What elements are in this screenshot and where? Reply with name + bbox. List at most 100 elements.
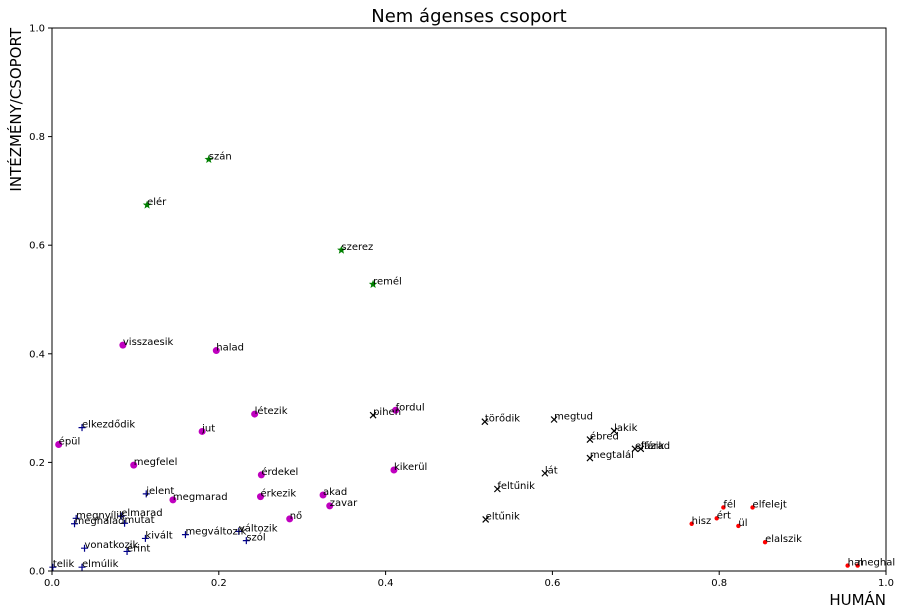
data-point bbox=[71, 520, 79, 528]
point-label: fordul bbox=[396, 402, 425, 413]
point-label: meghal bbox=[858, 558, 896, 569]
point-label: lakik bbox=[614, 423, 637, 434]
point-label: elfelejt bbox=[753, 499, 787, 510]
data-point bbox=[631, 445, 639, 453]
data-points bbox=[49, 154, 860, 571]
data-point bbox=[78, 563, 86, 571]
data-point bbox=[750, 505, 755, 510]
y-tick-label: 0.0 bbox=[29, 567, 45, 578]
y-tick-label: 0.8 bbox=[29, 132, 45, 143]
data-point bbox=[482, 515, 490, 523]
point-label: szerez bbox=[341, 242, 373, 253]
point-label: törődik bbox=[485, 413, 520, 425]
point-label: elalszik bbox=[765, 534, 802, 545]
point-label: jut bbox=[201, 423, 215, 434]
data-point bbox=[257, 493, 264, 501]
point-label: elmúlik bbox=[82, 558, 119, 570]
x-tick-label: 0.6 bbox=[544, 578, 560, 589]
point-label: szán bbox=[209, 150, 232, 162]
point-label: telik bbox=[53, 559, 75, 570]
point-label: akad bbox=[323, 487, 347, 498]
data-point bbox=[242, 537, 250, 545]
point-label: ül bbox=[738, 518, 747, 529]
point-label: visszaesik bbox=[123, 337, 174, 348]
data-point bbox=[337, 245, 346, 254]
y-tick-label: 0.4 bbox=[29, 349, 45, 360]
data-point bbox=[586, 454, 594, 462]
data-point bbox=[637, 445, 645, 453]
data-point bbox=[390, 466, 398, 474]
data-point bbox=[326, 502, 334, 510]
point-label: meghalad bbox=[75, 516, 125, 527]
y-tick-label: 0.2 bbox=[29, 458, 45, 469]
data-point bbox=[286, 515, 294, 523]
data-point bbox=[142, 200, 152, 209]
data-point bbox=[212, 347, 220, 355]
data-point bbox=[49, 563, 57, 571]
data-point bbox=[142, 490, 150, 498]
data-point bbox=[81, 544, 89, 552]
point-label: megtalál bbox=[590, 449, 634, 461]
data-point bbox=[550, 416, 558, 423]
data-point bbox=[762, 540, 768, 545]
chart-title: Nem ágenses csoport bbox=[371, 6, 566, 27]
point-label: épül bbox=[59, 435, 81, 447]
data-point bbox=[721, 505, 726, 510]
point-label: zavar bbox=[330, 498, 358, 509]
point-label: változik bbox=[239, 522, 278, 534]
point-label: megnyílik bbox=[76, 509, 125, 521]
point-label: jelent bbox=[145, 486, 174, 497]
point-label: érkezik bbox=[261, 488, 297, 500]
data-point bbox=[736, 523, 741, 529]
y-tick-label: 0.6 bbox=[29, 241, 45, 252]
point-label: megtud bbox=[554, 412, 593, 423]
y-tick-label: 1.0 bbox=[29, 24, 45, 35]
data-point bbox=[392, 406, 400, 414]
point-label: hisz bbox=[692, 516, 712, 527]
point-labels: szán elér szerez remél visszaesik halad létezi… bbox=[53, 150, 895, 570]
data-point bbox=[368, 279, 378, 288]
point-label: létezik bbox=[255, 405, 288, 417]
axis-ticks: 0.0 0.2 0.4 0.6 0.8 1.0 0.0 0.2 0.4 0.6 0.8 1.0 bbox=[29, 24, 894, 590]
point-label: megfelel bbox=[134, 457, 178, 468]
data-point bbox=[198, 427, 206, 435]
point-label: elmarad bbox=[121, 508, 162, 519]
point-label: mutat bbox=[125, 515, 155, 526]
x-axis-label: HUMÁN bbox=[829, 590, 886, 609]
x-tick-label: 1.0 bbox=[878, 578, 894, 589]
data-point bbox=[123, 547, 131, 555]
x-tick-label: 0.2 bbox=[211, 578, 227, 589]
x-tick-label: 0.8 bbox=[711, 578, 727, 589]
data-point bbox=[55, 440, 63, 448]
point-label: fázik bbox=[641, 440, 665, 452]
data-point bbox=[481, 418, 489, 426]
point-label: hal bbox=[848, 558, 863, 569]
point-label: elfárad bbox=[635, 440, 670, 452]
data-point bbox=[257, 471, 265, 479]
data-point bbox=[541, 469, 549, 477]
point-label: elér bbox=[147, 196, 167, 208]
data-point bbox=[689, 521, 694, 526]
point-label: nő bbox=[290, 510, 302, 522]
point-label: fél bbox=[723, 498, 735, 510]
point-label: pihen bbox=[373, 407, 401, 418]
point-label: kivált bbox=[145, 529, 172, 541]
x-tick-label: 0.4 bbox=[378, 578, 394, 589]
data-point bbox=[251, 410, 259, 418]
point-label: elkezdődik bbox=[82, 419, 135, 431]
data-point bbox=[586, 436, 594, 444]
data-point bbox=[845, 563, 850, 568]
data-point bbox=[119, 341, 127, 349]
point-label: érdekel bbox=[261, 466, 298, 478]
point-label: eltűnik bbox=[486, 510, 520, 522]
point-label: halad bbox=[216, 343, 244, 354]
point-label: vonatkozik bbox=[85, 540, 139, 551]
data-point bbox=[204, 154, 214, 164]
point-label: érint bbox=[127, 542, 150, 554]
point-label: ébred bbox=[590, 431, 619, 443]
data-point bbox=[855, 563, 860, 568]
data-point bbox=[610, 427, 618, 435]
data-point bbox=[369, 411, 377, 419]
data-point bbox=[169, 496, 177, 504]
